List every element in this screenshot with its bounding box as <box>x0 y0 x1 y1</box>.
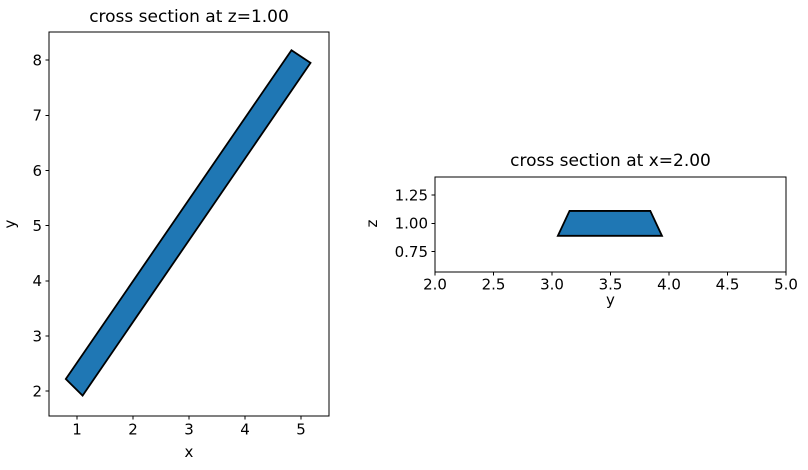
y-tick-label: 5 <box>32 217 42 235</box>
x-tick-label: 3.5 <box>599 276 623 294</box>
y-tick-label: 1.25 <box>395 186 428 204</box>
plot-title: cross section at z=1.00 <box>89 7 289 27</box>
y-tick-label: 4 <box>32 272 42 290</box>
plot-title: cross section at x=2.00 <box>510 151 711 171</box>
x-tick-label: 2.0 <box>423 276 447 294</box>
y-tick-label: 8 <box>32 51 42 69</box>
y-axis-label: z <box>363 219 381 227</box>
y-tick-label: 2 <box>32 382 42 400</box>
cross-section-polygon <box>64 48 312 397</box>
x-tick-label: 5 <box>296 421 306 439</box>
x-axis-label: x <box>185 443 194 461</box>
right-plot: 2.0 2.5 3.0 3.5 4.0 4.5 5.0 0.75 1.00 1.25 cross s… <box>363 151 798 309</box>
y-tick-label: 0.75 <box>395 243 428 261</box>
x-tick-label: 4.0 <box>657 276 681 294</box>
y-tick-label: 3 <box>32 327 42 345</box>
y-tick-label: 1.00 <box>395 215 428 233</box>
x-tick-label: 4 <box>240 421 250 439</box>
y-tick-label: 7 <box>32 107 42 125</box>
x-tick-label: 2 <box>128 421 138 439</box>
x-tick-label: 1 <box>72 421 82 439</box>
cross-section-polygon <box>556 210 664 237</box>
left-plot: 1 2 3 4 5 2 3 4 5 6 7 8 cross section at z=1.00 x y <box>1 7 330 461</box>
x-tick-label: 4.5 <box>716 276 740 294</box>
x-axis-label: y <box>606 291 615 309</box>
y-axis-label: y <box>1 219 19 228</box>
x-tick-label: 3 <box>184 421 194 439</box>
y-tick-label: 6 <box>32 162 42 180</box>
x-tick-label: 3.0 <box>540 276 564 294</box>
x-tick-label: 5.0 <box>774 276 798 294</box>
x-tick-label: 2.5 <box>482 276 506 294</box>
